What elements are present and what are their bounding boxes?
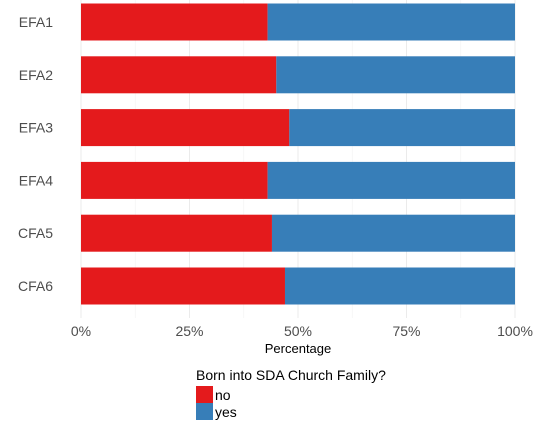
legend-title: Born into SDA Church Family?	[196, 367, 386, 383]
y-tick-label: EFA4	[19, 172, 53, 188]
y-tick-label: EFA3	[19, 120, 53, 136]
bar-efa1-yes	[267, 3, 515, 41]
legend-item-yes: yes	[196, 403, 386, 420]
bar-efa3-yes	[289, 109, 515, 147]
bar-cfa5-yes	[271, 214, 515, 252]
x-tick-label: 25%	[175, 323, 203, 339]
legend-label-yes: yes	[215, 403, 237, 420]
bars	[81, 3, 515, 305]
x-axis-title: Percentage	[265, 341, 332, 356]
y-tick-label: EFA1	[19, 14, 53, 30]
bar-efa2-no	[81, 56, 277, 94]
bar-efa4-no	[81, 161, 268, 199]
x-tick-label: 100%	[497, 323, 533, 339]
bar-efa3-no	[81, 109, 290, 147]
y-tick-label: CFA5	[18, 225, 53, 241]
x-tick-label: 75%	[392, 323, 420, 339]
legend-item-no: no	[196, 386, 386, 403]
bar-efa4-yes	[267, 161, 515, 199]
bar-cfa5-no	[81, 214, 272, 252]
x-axis-tick-labels: 0% 25% 50% 75% 100%	[71, 323, 533, 339]
legend-swatch-yes	[196, 403, 213, 420]
legend-swatch-no	[196, 386, 213, 403]
legend: Born into SDA Church Family? no yes	[196, 367, 386, 420]
x-tick-label: 50%	[284, 323, 312, 339]
bar-efa1-no	[81, 3, 268, 41]
legend-label-no: no	[215, 386, 231, 403]
x-tick-label: 0%	[71, 323, 91, 339]
bar-efa2-yes	[276, 56, 515, 94]
bar-cfa6-no	[81, 267, 285, 305]
bar-cfa6-yes	[284, 267, 515, 305]
y-tick-label: CFA6	[18, 278, 53, 294]
y-tick-label: EFA2	[19, 67, 53, 83]
y-axis-tick-labels: EFA1 EFA2 EFA3 EFA4 CFA5 CFA6	[18, 14, 53, 294]
